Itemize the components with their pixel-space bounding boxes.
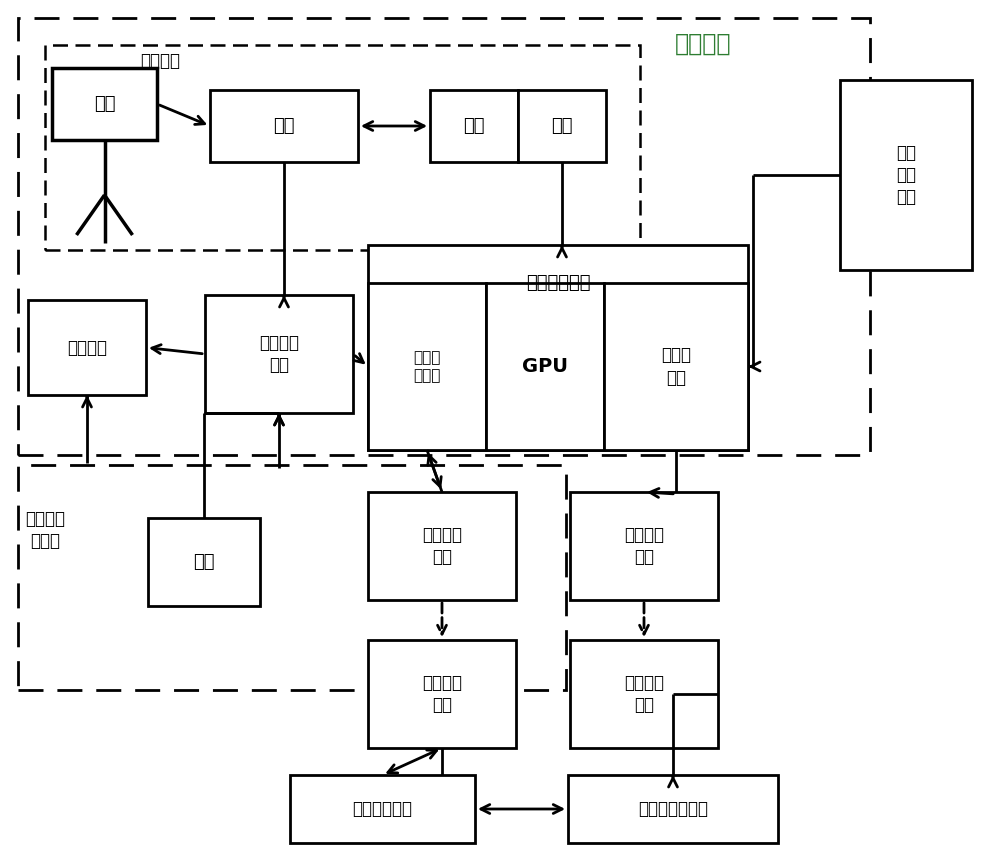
- FancyBboxPatch shape: [148, 518, 260, 606]
- Text: 伺服分机: 伺服分机: [67, 338, 107, 356]
- Text: 机载图传
电台: 机载图传 电台: [624, 526, 664, 566]
- FancyBboxPatch shape: [52, 68, 157, 140]
- FancyBboxPatch shape: [210, 90, 358, 162]
- Text: 电池: 电池: [193, 553, 215, 571]
- FancyBboxPatch shape: [28, 300, 146, 395]
- FancyBboxPatch shape: [518, 90, 606, 162]
- Text: 频综: 频综: [551, 117, 573, 135]
- Text: 信号处理分机: 信号处理分机: [526, 274, 590, 292]
- FancyBboxPatch shape: [840, 80, 972, 270]
- Text: 采集控
制板卡: 采集控 制板卡: [413, 349, 441, 383]
- FancyBboxPatch shape: [568, 775, 778, 843]
- Text: 地面数传
电台: 地面数传 电台: [422, 674, 462, 714]
- Text: 中频: 中频: [463, 117, 485, 135]
- Text: 机载数传
电台: 机载数传 电台: [422, 526, 462, 566]
- Text: 地面图传
电台: 地面图传 电台: [624, 674, 664, 714]
- Text: 无人机控制站: 无人机控制站: [352, 800, 413, 818]
- FancyBboxPatch shape: [486, 283, 604, 450]
- Text: 雷达载荷: 雷达载荷: [675, 32, 732, 56]
- Text: 射频分机: 射频分机: [140, 52, 180, 70]
- Text: 天线: 天线: [94, 95, 115, 113]
- Text: GPU: GPU: [522, 357, 568, 376]
- Text: 无人机辅
助设备: 无人机辅 助设备: [25, 510, 65, 550]
- FancyBboxPatch shape: [570, 492, 718, 600]
- FancyBboxPatch shape: [368, 492, 516, 600]
- Text: 组合
导航
分机: 组合 导航 分机: [896, 144, 916, 206]
- Text: 地面雷达控制站: 地面雷达控制站: [638, 800, 708, 818]
- FancyBboxPatch shape: [290, 775, 475, 843]
- FancyBboxPatch shape: [570, 640, 718, 748]
- FancyBboxPatch shape: [430, 90, 518, 162]
- FancyBboxPatch shape: [368, 283, 486, 450]
- FancyBboxPatch shape: [368, 640, 516, 748]
- Text: 二次电源
分机: 二次电源 分机: [259, 334, 299, 374]
- FancyBboxPatch shape: [368, 245, 748, 450]
- Text: 前端: 前端: [273, 117, 295, 135]
- Text: 海量存
储器: 海量存 储器: [661, 347, 691, 387]
- FancyBboxPatch shape: [604, 283, 748, 450]
- FancyBboxPatch shape: [205, 295, 353, 413]
